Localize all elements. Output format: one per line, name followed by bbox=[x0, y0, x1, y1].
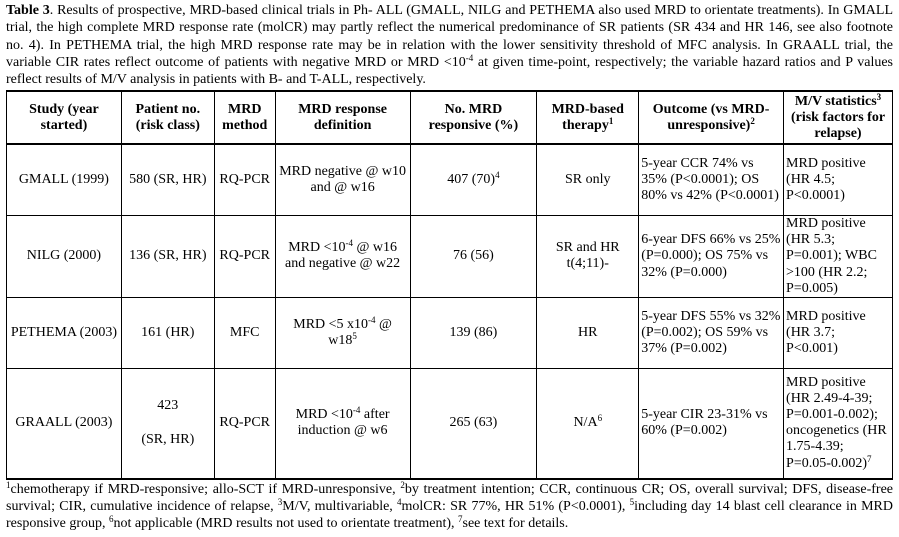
header-row: Study (year started) Patient no. (risk c… bbox=[6, 90, 893, 146]
cell-therapy: SR and HR t(4;11)- bbox=[536, 214, 640, 299]
cell-method: MFC bbox=[213, 297, 276, 369]
cell-definition: MRD negative @ w10 and @ w16 bbox=[274, 143, 411, 216]
cell-mv: MRD positive (HR 5.3; P=0.001); WBC >100… bbox=[783, 214, 893, 299]
cell-responsive: 139 (86) bbox=[409, 297, 538, 369]
header-patient-no: Patient no. (risk class) bbox=[120, 90, 215, 146]
table-label: Table 3 bbox=[6, 3, 50, 18]
cell-outcome: 5-year CCR 74% vs 35% (P<0.0001); OS 80%… bbox=[638, 143, 785, 216]
cell-patient: 136 (SR, HR) bbox=[120, 214, 215, 299]
header-mrd-definition: MRD response definition bbox=[274, 90, 411, 146]
cell-patient: 423 (SR, HR) bbox=[120, 368, 215, 480]
table-row: PETHEMA (2003) 161 (HR) MFC MRD <5 x10-4… bbox=[6, 297, 893, 369]
cell-method: RQ-PCR bbox=[213, 368, 276, 480]
cell-patient: 161 (HR) bbox=[120, 297, 215, 369]
cell-mv: MRD positive (HR 2.49-4-39; P=0.001-0.00… bbox=[783, 368, 893, 480]
cell-therapy: N/A6 bbox=[536, 368, 640, 480]
cell-mv: MRD positive (HR 3.7; P<0.001) bbox=[783, 297, 893, 369]
cell-outcome: 5-year DFS 55% vs 32% (P=0.002); OS 59% … bbox=[638, 297, 785, 369]
cell-study: GMALL (1999) bbox=[6, 143, 122, 216]
table-row: GMALL (1999) 580 (SR, HR) RQ-PCR MRD neg… bbox=[6, 143, 893, 216]
cell-responsive: 265 (63) bbox=[409, 368, 538, 480]
header-mv-statistics: M/V statistics3 (risk factors for relaps… bbox=[783, 90, 893, 146]
header-mrd-method: MRD method bbox=[213, 90, 276, 146]
cell-definition: MRD <10-4 @ w16 and negative @ w22 bbox=[274, 214, 411, 299]
header-outcome: Outcome (vs MRD-unresponsive)2 bbox=[638, 90, 785, 146]
cell-therapy: HR bbox=[536, 297, 640, 369]
cell-patient: 580 (SR, HR) bbox=[120, 143, 215, 216]
caption-text: . Results of prospective, MRD-based clin… bbox=[6, 3, 893, 70]
cell-outcome: 5-year CIR 23-31% vs 60% (P=0.002) bbox=[638, 368, 785, 480]
cell-study: NILG (2000) bbox=[6, 214, 122, 299]
cell-mv: MRD positive (HR 4.5; P<0.0001) bbox=[783, 143, 893, 216]
results-table: Study (year started) Patient no. (risk c… bbox=[6, 90, 893, 480]
cell-therapy: SR only bbox=[536, 143, 640, 216]
table-row: NILG (2000) 136 (SR, HR) RQ-PCR MRD <10-… bbox=[6, 214, 893, 299]
caption-superscript: -4 bbox=[465, 52, 474, 63]
cell-responsive: 76 (56) bbox=[409, 214, 538, 299]
cell-method: RQ-PCR bbox=[213, 143, 276, 216]
caption-text-end: at given time-point, respectively; the v… bbox=[6, 54, 893, 88]
cell-method: RQ-PCR bbox=[213, 214, 276, 299]
table-caption: Table 3. Results of prospective, MRD-bas… bbox=[6, 2, 893, 88]
cell-outcome: 6-year DFS 66% vs 25% (P=0.000); OS 75% … bbox=[638, 214, 785, 299]
table-footnote: 1chemotherapy if MRD-responsive; allo-SC… bbox=[6, 479, 893, 531]
table-row: GRAALL (2003) 423 (SR, HR) RQ-PCR MRD <10… bbox=[6, 368, 893, 480]
header-mrd-therapy: MRD-based therapy1 bbox=[536, 90, 640, 146]
cell-study: GRAALL (2003) bbox=[6, 368, 122, 480]
cell-definition: MRD <10-4 after induction @ w6 bbox=[274, 368, 411, 480]
header-mrd-responsive: No. MRD responsive (%) bbox=[409, 90, 538, 146]
cell-responsive: 407 (70)4 bbox=[409, 143, 538, 216]
cell-definition: MRD <5 x10-4 @ w185 bbox=[274, 297, 411, 369]
header-study: Study (year started) bbox=[6, 90, 122, 146]
cell-study: PETHEMA (2003) bbox=[6, 297, 122, 369]
